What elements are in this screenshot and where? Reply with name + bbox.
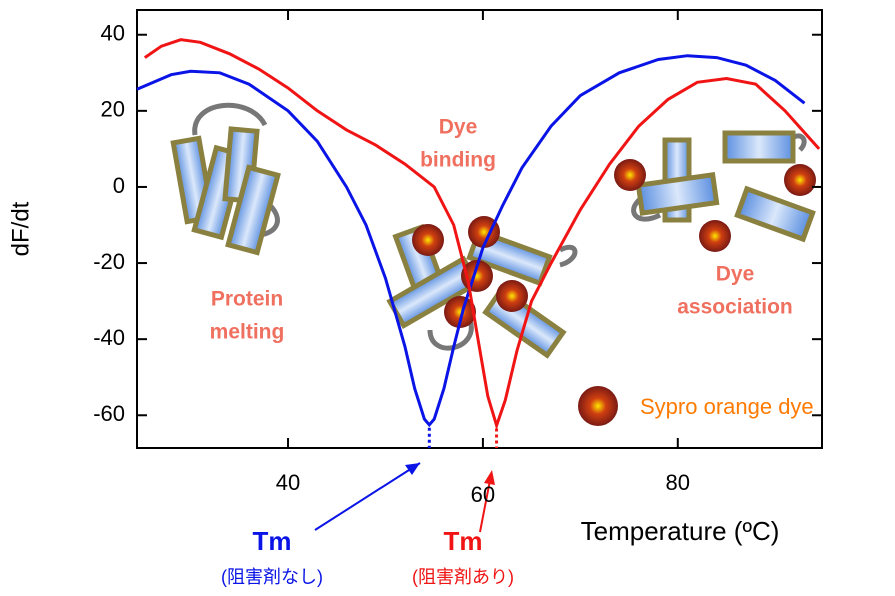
- y-tick-label: -40: [93, 325, 125, 350]
- x-tick-label: 40: [276, 470, 300, 495]
- annotation: melting: [210, 321, 285, 344]
- y-tick-label: 0: [113, 173, 125, 198]
- y-tick-label: -20: [93, 249, 125, 274]
- y-tick-label: -60: [93, 401, 125, 426]
- x-tick-label: 60: [471, 482, 495, 507]
- arrow-head: [405, 463, 420, 475]
- annotation: Dye: [439, 116, 478, 139]
- tm-note: (阻害剤あり): [412, 567, 514, 587]
- tm-label: Tm: [444, 526, 483, 556]
- tm-note: (阻害剤なし): [221, 567, 323, 587]
- arrow: [315, 463, 420, 530]
- chart: dF/dt Temperature (ºC) -60 -40 -20 0 20 40 40 6…: [0, 0, 895, 596]
- y-axis-label: dF/dt: [7, 201, 34, 256]
- annotation: Sypro orange dye: [640, 394, 814, 419]
- y-tick-label: 20: [101, 97, 125, 122]
- tm-label: Tm: [253, 526, 292, 556]
- x-tick-label: 80: [666, 470, 690, 495]
- x-axis-label: Temperature (ºC): [581, 516, 780, 546]
- y-tick-label: 40: [101, 21, 125, 46]
- annotation: association: [677, 296, 793, 319]
- annotation: Dye: [716, 263, 755, 286]
- annotation: binding: [420, 149, 496, 172]
- annotation: Protein: [211, 288, 283, 311]
